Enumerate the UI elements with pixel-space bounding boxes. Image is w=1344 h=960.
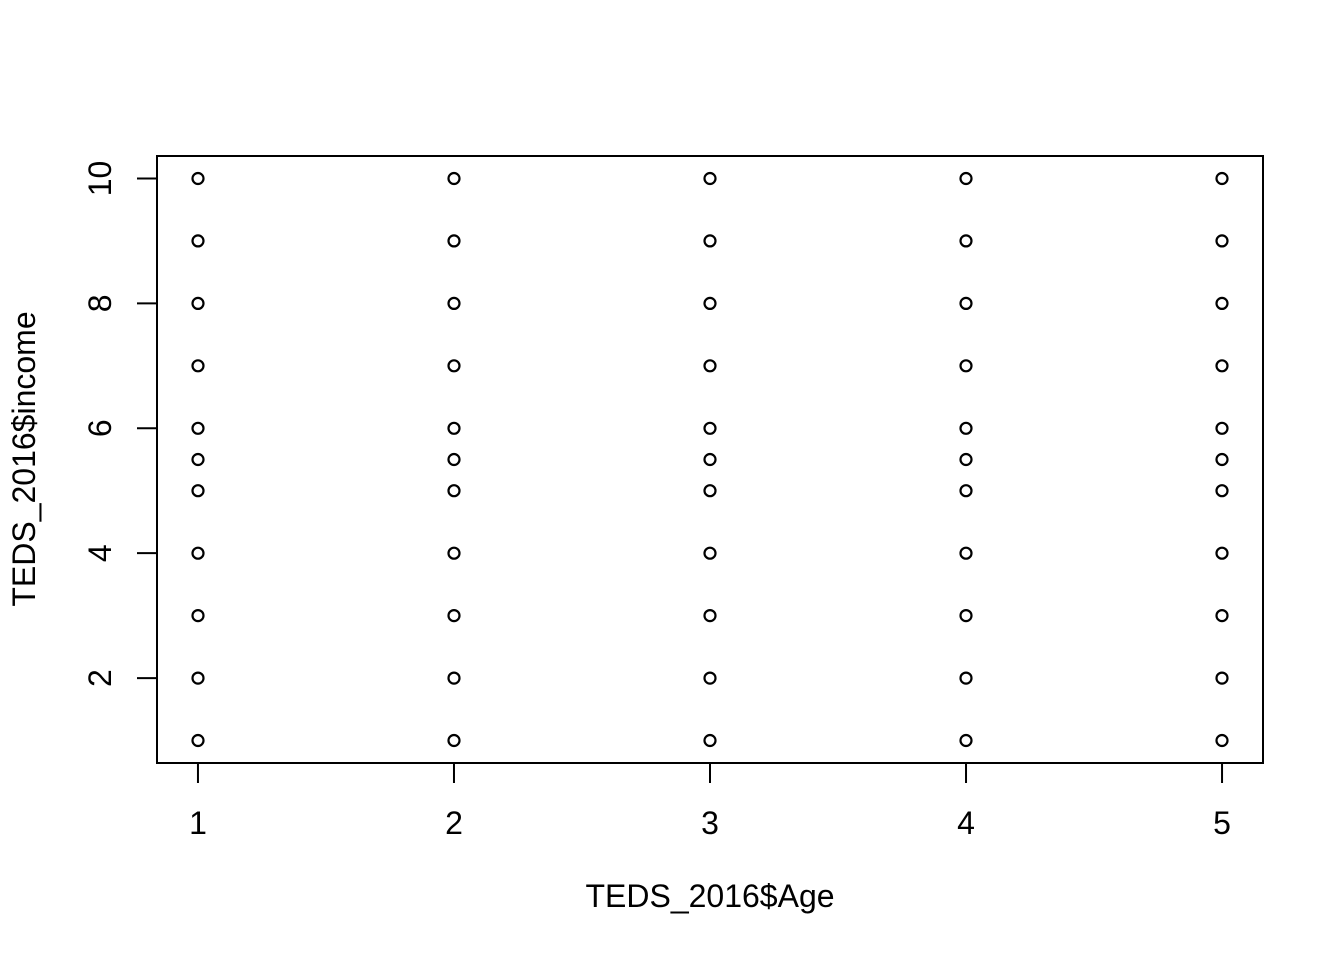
data-point — [703, 296, 717, 310]
data-point — [447, 234, 461, 248]
y-tick-label: 10 — [82, 161, 118, 197]
data-point — [447, 421, 461, 435]
data-point — [191, 234, 205, 248]
data-point — [959, 171, 973, 186]
data-point — [959, 608, 973, 623]
x-tick-label: 3 — [701, 805, 719, 841]
data-point — [703, 421, 717, 435]
data-point — [447, 452, 461, 467]
data-point — [447, 171, 461, 186]
data-point — [191, 421, 205, 435]
data-point — [703, 546, 717, 560]
data-point — [959, 452, 973, 467]
data-point — [959, 421, 973, 435]
data-point — [447, 733, 461, 748]
x-axis-ticks: 1 2 3 4 5 — [189, 763, 1231, 841]
data-point — [703, 452, 717, 467]
data-point — [447, 484, 461, 498]
data-point — [447, 296, 461, 310]
data-point — [1215, 296, 1229, 310]
data-point — [959, 484, 973, 498]
data-point — [191, 671, 205, 685]
data-point — [191, 733, 205, 748]
data-point — [1215, 359, 1229, 373]
data-point — [1215, 421, 1229, 435]
data-point — [703, 234, 717, 248]
x-tick-label: 5 — [1213, 805, 1231, 841]
data-point — [959, 234, 973, 248]
data-point — [959, 671, 973, 685]
data-point — [191, 484, 205, 498]
x-tick-label: 1 — [189, 805, 207, 841]
data-point — [1215, 671, 1229, 685]
data-point — [1215, 608, 1229, 623]
data-point — [447, 671, 461, 685]
data-point — [447, 359, 461, 373]
data-point — [1215, 484, 1229, 498]
data-point — [191, 171, 205, 186]
data-point — [703, 733, 717, 748]
data-point — [447, 546, 461, 560]
y-tick-label: 2 — [82, 669, 118, 687]
data-point — [703, 671, 717, 685]
data-point — [1215, 234, 1229, 248]
data-point — [447, 608, 461, 623]
x-tick-label: 4 — [957, 805, 975, 841]
y-tick-label: 6 — [82, 419, 118, 437]
data-point — [959, 359, 973, 373]
data-point — [191, 296, 205, 310]
y-tick-label: 8 — [82, 294, 118, 312]
x-axis-title: TEDS_2016$Age — [585, 878, 834, 914]
data-point — [703, 171, 717, 186]
data-point — [191, 359, 205, 373]
data-point — [959, 546, 973, 560]
data-point — [703, 484, 717, 498]
x-tick-label: 2 — [445, 805, 463, 841]
data-point — [191, 608, 205, 623]
data-point — [703, 359, 717, 373]
y-axis-title: TEDS_2016$income — [6, 311, 42, 606]
data-point — [1215, 171, 1229, 186]
data-point — [959, 296, 973, 310]
data-point — [959, 733, 973, 748]
data-point — [1215, 733, 1229, 748]
data-point — [703, 608, 717, 623]
data-points — [191, 171, 1229, 748]
y-axis-ticks: 2 4 6 8 10 — [82, 161, 157, 687]
data-point — [191, 452, 205, 467]
y-tick-label: 4 — [82, 544, 118, 562]
data-point — [1215, 452, 1229, 467]
data-point — [1215, 546, 1229, 560]
data-point — [191, 546, 205, 560]
